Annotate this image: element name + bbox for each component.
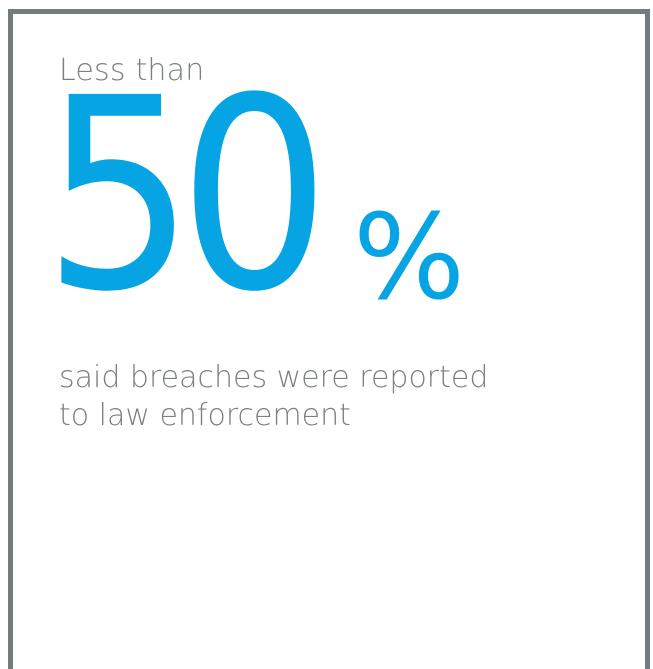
stat-lead-text: Less than (59, 53, 205, 88)
stat-unit: % (353, 188, 466, 326)
stat-card: Less than 50 % said breaches were report… (8, 9, 650, 669)
stat-caption-line: to law enforcement (59, 398, 351, 433)
stat-caption-line: said breaches were reported (59, 360, 489, 395)
stat-figure: 50 % (43, 42, 465, 350)
stat-caption: said breaches were reported to law enfor… (59, 359, 499, 435)
stat-value: 50 (43, 42, 330, 350)
